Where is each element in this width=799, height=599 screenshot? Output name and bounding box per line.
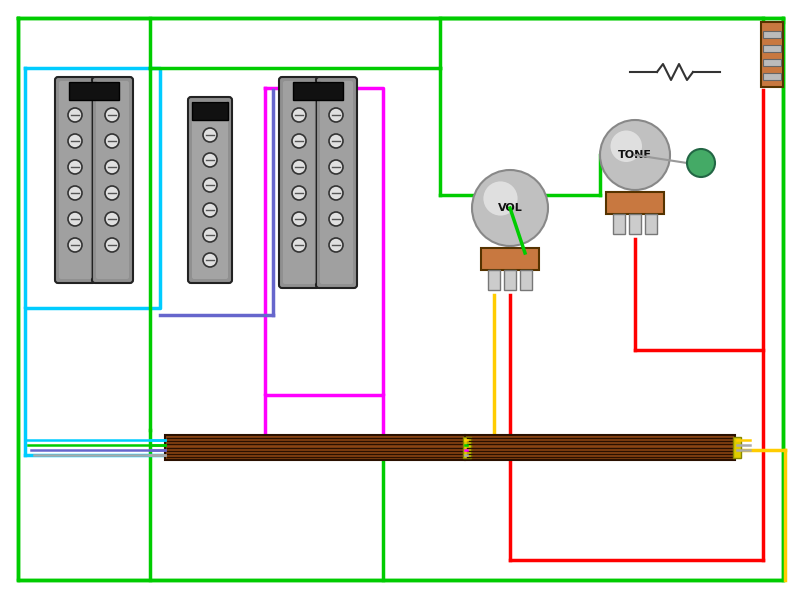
Bar [69,82,119,100]
Bar [481,248,539,270]
Bar [763,45,781,52]
FancyBboxPatch shape [188,97,232,283]
Circle shape [292,160,306,174]
Circle shape [68,160,82,174]
Circle shape [292,212,306,226]
Circle shape [68,186,82,200]
Circle shape [329,186,343,200]
Circle shape [203,203,217,217]
FancyBboxPatch shape [96,81,129,279]
FancyBboxPatch shape [55,77,96,283]
Circle shape [105,186,119,200]
Circle shape [203,178,217,192]
Circle shape [329,134,343,148]
FancyBboxPatch shape [279,77,320,288]
Bar [613,214,625,234]
Circle shape [203,228,217,242]
Bar [761,22,783,87]
Bar [733,437,741,458]
Circle shape [68,212,82,226]
Circle shape [329,238,343,252]
Bar [763,59,781,66]
Circle shape [68,108,82,122]
Circle shape [292,134,306,148]
Circle shape [292,186,306,200]
Circle shape [68,238,82,252]
Circle shape [329,160,343,174]
Bar [763,31,781,38]
Circle shape [292,238,306,252]
Bar [763,73,781,80]
FancyBboxPatch shape [320,81,353,284]
Circle shape [105,238,119,252]
Circle shape [203,253,217,267]
Circle shape [483,181,518,216]
Text: TONE: TONE [618,150,652,160]
Circle shape [105,134,119,148]
Circle shape [105,160,119,174]
Circle shape [329,212,343,226]
Bar [463,437,471,458]
FancyBboxPatch shape [316,77,357,288]
Text: VOL: VOL [498,203,523,213]
Bar [488,270,500,290]
Circle shape [68,134,82,148]
Circle shape [105,108,119,122]
Bar [629,214,641,234]
Bar [520,270,532,290]
Circle shape [687,149,715,177]
FancyBboxPatch shape [59,81,92,279]
FancyBboxPatch shape [192,101,228,279]
Circle shape [105,212,119,226]
Circle shape [472,170,548,246]
Bar [465,435,735,460]
FancyBboxPatch shape [92,77,133,283]
Circle shape [600,120,670,190]
Circle shape [610,131,642,162]
Circle shape [329,108,343,122]
Circle shape [203,153,217,167]
Bar [293,82,343,100]
Bar [606,192,664,214]
FancyBboxPatch shape [283,81,316,284]
Bar [165,435,465,460]
Circle shape [203,128,217,142]
Bar [504,270,516,290]
Bar [192,102,228,120]
Bar [645,214,657,234]
Circle shape [292,108,306,122]
